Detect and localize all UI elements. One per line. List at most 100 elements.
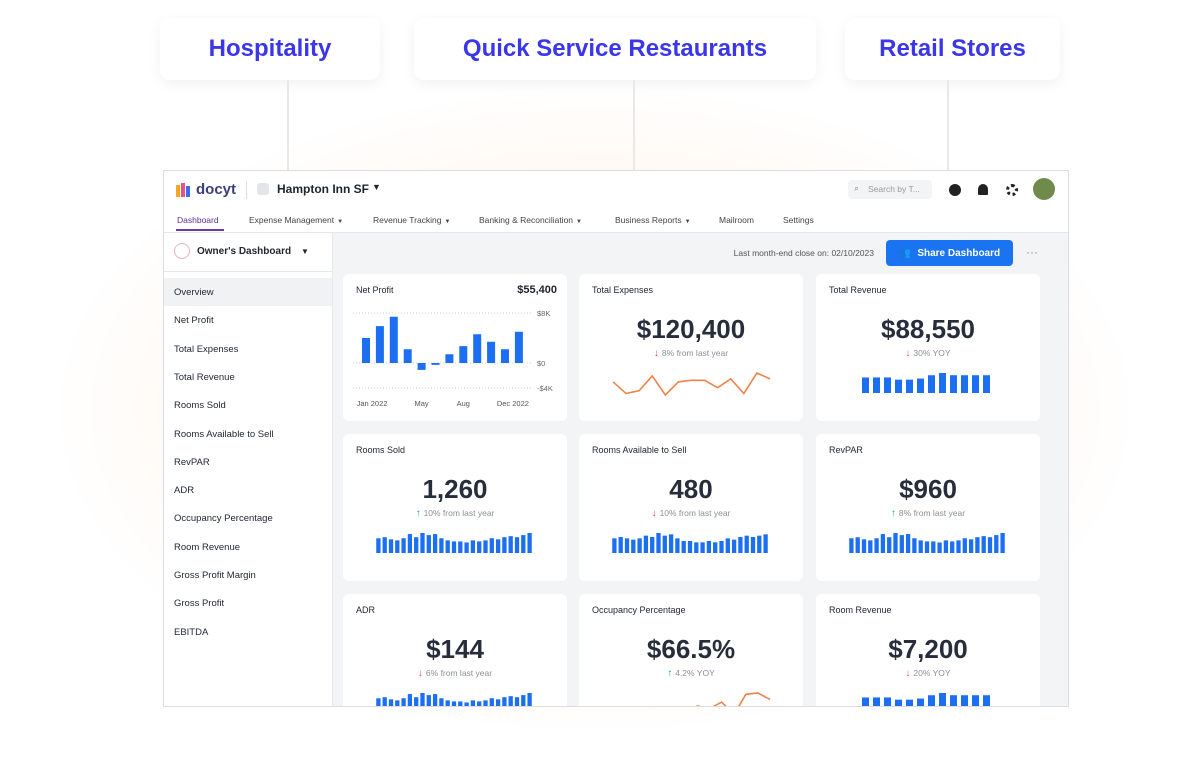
bar xyxy=(487,341,496,363)
dashboard-selector[interactable]: Owner's Dashboard xyxy=(197,246,292,257)
spark-bar xyxy=(395,540,400,553)
spark-bar xyxy=(750,537,756,553)
nav-tab[interactable]: Mailroom xyxy=(719,215,754,225)
card-value: 480 xyxy=(669,474,713,504)
bell-icon[interactable] xyxy=(978,184,988,195)
nav-tab[interactable]: Settings xyxy=(783,215,814,225)
avatar[interactable] xyxy=(1033,178,1055,200)
banner: Hospitality xyxy=(160,18,380,80)
spark-bar xyxy=(502,697,507,706)
spark-bar xyxy=(376,538,381,553)
spark-bar xyxy=(382,697,387,706)
change-text: 20% YOY xyxy=(913,668,951,678)
spark-bar xyxy=(407,694,413,706)
spark-bar xyxy=(489,698,494,706)
spark-bar xyxy=(937,542,942,553)
y-tick-label: $8K xyxy=(537,309,550,318)
spark-bar xyxy=(950,695,957,706)
nav-label: Business Reports xyxy=(615,215,682,225)
banner: Retail Stores xyxy=(845,18,1060,80)
nav-label: Settings xyxy=(783,215,814,225)
spark-bar xyxy=(868,540,873,553)
spark-bar xyxy=(861,539,867,553)
spark-bar xyxy=(862,377,869,393)
nav-tab[interactable]: Revenue Tracking ▼ xyxy=(373,215,450,225)
card-value: $960 xyxy=(899,474,957,504)
spark-bar xyxy=(987,537,993,553)
card-title: ADR xyxy=(356,605,376,615)
card-title: Rooms Sold xyxy=(356,445,406,455)
metric-card: Total Revenue $88,550 ↓ 30% YOY xyxy=(816,274,1040,421)
spark-bar xyxy=(884,697,891,706)
bar xyxy=(459,346,468,363)
spark-bar xyxy=(731,539,737,553)
spark-bar xyxy=(895,699,902,706)
sidebar-item[interactable]: Gross Profit xyxy=(164,589,332,617)
sidebar-label: Net Profit xyxy=(174,315,214,327)
bar xyxy=(362,338,370,363)
card-title: Room Revenue xyxy=(829,605,892,615)
spark-bar xyxy=(612,538,617,553)
sidebar-item[interactable]: Total Expenses xyxy=(164,335,332,363)
spark-bar xyxy=(763,534,768,553)
spark-bar xyxy=(744,535,749,553)
bar xyxy=(445,354,454,363)
search-box[interactable]: ⌕ Search by T... xyxy=(848,180,932,199)
more-button[interactable]: ··· xyxy=(1026,245,1038,259)
spark-bar xyxy=(961,375,968,393)
spark-bar xyxy=(477,701,482,706)
change-line: ↑ 8% from last year xyxy=(816,508,1040,519)
spark-bar xyxy=(445,540,450,553)
sidebar-label: Overview xyxy=(174,287,214,298)
spark-bar xyxy=(445,700,450,706)
sidebar-item[interactable]: EBITDA xyxy=(164,618,332,646)
sidebar-item[interactable]: Overview xyxy=(164,278,332,306)
sidebar-item[interactable]: ADR xyxy=(164,476,332,504)
sidebar-label: RevPAR xyxy=(174,456,210,468)
help-icon[interactable] xyxy=(949,184,961,196)
spark-bar xyxy=(426,535,431,553)
property-selector[interactable]: Hampton Inn SF xyxy=(277,182,369,196)
change-text: 4.2% YOY xyxy=(675,668,715,678)
y-tick-label: -$4K xyxy=(537,384,553,393)
card-value: $55,400 xyxy=(517,284,557,296)
change-line: ↑ 10% from last year xyxy=(343,508,567,519)
settings-icon[interactable] xyxy=(1006,184,1018,196)
card-value: $88,550 xyxy=(881,314,975,344)
sidebar-item[interactable]: Net Profit xyxy=(164,306,332,334)
spark-bar xyxy=(458,541,463,553)
change-arrow: ↓ xyxy=(905,668,911,679)
spark-bar xyxy=(662,535,667,553)
sidebar-item[interactable]: Total Revenue xyxy=(164,363,332,391)
spark-bar xyxy=(706,541,712,553)
nav-tab[interactable]: Business Reports ▼ xyxy=(615,215,691,225)
nav-tab[interactable]: Banking & Reconciliation ▼ xyxy=(479,215,582,225)
spark-bar xyxy=(757,535,762,553)
sparkline xyxy=(862,373,990,393)
spark-bar xyxy=(414,537,419,553)
spark-bar xyxy=(451,541,457,553)
header: docyt Hampton Inn SF ▼ ⌕ Search by T... xyxy=(164,171,1068,210)
sidebar-item[interactable]: Rooms Available to Sell xyxy=(164,420,332,448)
card-value: $144 xyxy=(426,634,484,664)
sidebar-item[interactable]: RevPAR xyxy=(164,448,332,476)
change-line: ↓ 10% from last year xyxy=(579,508,803,519)
spark-bar xyxy=(395,700,400,706)
nav-tab[interactable]: Dashboard xyxy=(177,215,219,225)
spark-bar xyxy=(618,537,623,553)
nav-tab[interactable]: Expense Management ▼ xyxy=(249,215,343,225)
sidebar-item[interactable]: Rooms Sold xyxy=(164,391,332,419)
bar xyxy=(473,334,482,363)
x-tick-label: Aug xyxy=(457,399,470,408)
share-button[interactable]: 👥 Share Dashboard xyxy=(886,240,1013,266)
sidebar-item[interactable]: Occupancy Percentage xyxy=(164,504,332,532)
sidebar-label: EBITDA xyxy=(174,626,209,638)
building-icon xyxy=(257,183,269,195)
y-tick-label: $0 xyxy=(537,359,545,368)
spark-bar xyxy=(432,694,438,706)
spark-bar xyxy=(700,542,705,553)
sidebar-label: Room Revenue xyxy=(174,541,241,553)
sidebar-item[interactable]: Room Revenue xyxy=(164,533,332,561)
sidebar-item[interactable]: Gross Profit Margin xyxy=(164,561,332,589)
spark-bar xyxy=(470,700,476,706)
